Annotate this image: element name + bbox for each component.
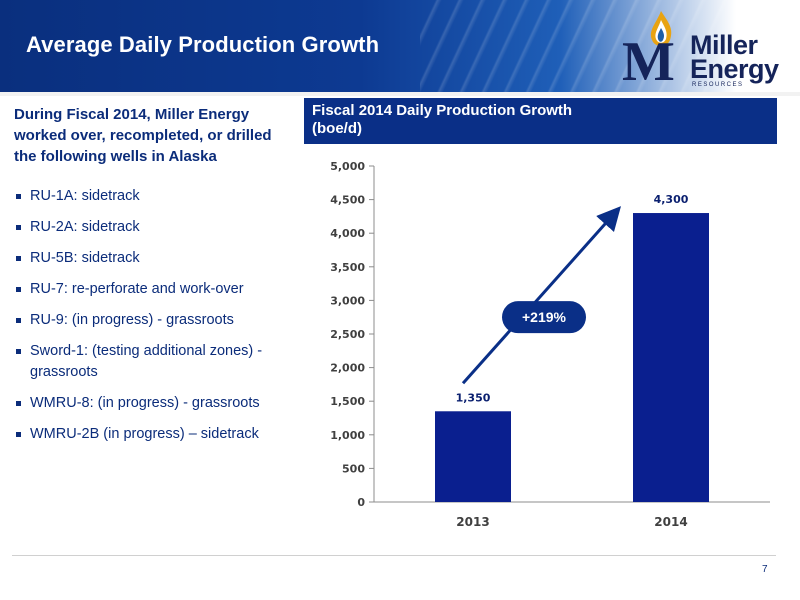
chart-title-box: Fiscal 2014 Daily Production Growth (boe… <box>304 98 777 144</box>
well-list-item: WMRU-2B (in progress) – sidetrack <box>14 424 304 445</box>
flame-icon <box>650 11 672 46</box>
intro-text: During Fiscal 2014, Miller Energy worked… <box>14 106 272 165</box>
well-list-item: RU-1A: sidetrack <box>14 186 304 207</box>
well-list-item-text: RU-2A: sidetrack <box>30 219 140 235</box>
y-tick-label: 2,000 <box>330 362 365 375</box>
well-list-item: Sword-1: (testing additional zones) - gr… <box>14 341 304 383</box>
well-list-item: RU-2A: sidetrack <box>14 217 304 238</box>
well-list-item-text: WMRU-2B (in progress) – sidetrack <box>30 426 259 442</box>
growth-arrow <box>461 206 621 385</box>
y-tick-label: 4,500 <box>330 194 365 207</box>
company-logo: M Miller Energy RESOURCES <box>618 10 788 90</box>
logo-m-mark: M <box>622 31 675 92</box>
y-tick-label: 3,500 <box>330 261 365 274</box>
logo-word-energy: Energy <box>690 54 779 84</box>
y-tick-label: 0 <box>357 496 365 509</box>
logo-word-miller: Miller <box>690 30 758 60</box>
y-tick-label: 1,500 <box>330 395 365 408</box>
well-list-item: RU-9: (in progress) - grassroots <box>14 310 304 331</box>
page-title: Average Daily Production Growth <box>26 32 380 57</box>
header-divider <box>0 92 800 96</box>
x-tick-label: 2013 <box>456 515 489 529</box>
header-decoration <box>420 0 800 92</box>
bullet-icon <box>16 401 21 406</box>
y-tick-label: 2,500 <box>330 328 365 341</box>
well-list-item-text: WMRU-8: (in progress) - grassroots <box>30 395 260 411</box>
logo-tagline: RESOURCES <box>692 82 744 88</box>
page-number: 7 <box>762 564 768 575</box>
well-list-item: WMRU-8: (in progress) - grassroots <box>14 393 304 414</box>
bar-value-label: 4,300 <box>654 193 689 206</box>
chart-subtitle-text: (boe/d) <box>312 120 362 137</box>
well-list-item-text: RU-1A: sidetrack <box>30 188 140 204</box>
growth-badge-label: +219% <box>522 309 567 325</box>
y-tick-label: 1,000 <box>330 429 365 442</box>
well-list-item-text: RU-5B: sidetrack <box>30 250 140 266</box>
header-banner: Average Daily Production Growth M Miller… <box>0 0 800 92</box>
well-list-item: RU-7: re-perforate and work-over <box>14 279 304 300</box>
y-tick-label: 3,000 <box>330 294 365 307</box>
chart-title-text: Fiscal 2014 Daily Production Growth <box>312 102 573 119</box>
well-list-item: RU-5B: sidetrack <box>14 248 304 269</box>
y-tick-label: 4,000 <box>330 227 365 240</box>
well-list-item-text: Sword-1: (testing additional zones) - gr… <box>30 343 263 380</box>
x-tick-label: 2014 <box>654 515 687 529</box>
chart-title: Fiscal 2014 Daily Production Growth (boe… <box>312 102 752 138</box>
bullet-icon <box>16 256 21 261</box>
bullet-icon <box>16 349 21 354</box>
bar-2013 <box>435 411 511 502</box>
bullet-icon <box>16 194 21 199</box>
bullet-icon <box>16 318 21 323</box>
well-list-item-text: RU-7: re-perforate and work-over <box>30 281 244 297</box>
bar-2014 <box>633 213 709 502</box>
well-list: RU-1A: sidetrack RU-2A: sidetrack RU-5B:… <box>14 186 304 455</box>
well-list-item-text: RU-9: (in progress) - grassroots <box>30 312 234 328</box>
y-tick-label: 500 <box>342 462 365 475</box>
footer-divider <box>12 555 776 556</box>
bullet-icon <box>16 432 21 437</box>
bullet-icon <box>16 225 21 230</box>
bullet-icon <box>16 287 21 292</box>
y-tick-label: 5,000 <box>330 160 365 173</box>
growth-badge <box>502 301 586 334</box>
bar-value-label: 1,350 <box>456 391 491 404</box>
production-bar-chart: 0 500 1,000 1,500 2,000 2,500 3,000 3,500 4,000 4… <box>330 160 770 529</box>
